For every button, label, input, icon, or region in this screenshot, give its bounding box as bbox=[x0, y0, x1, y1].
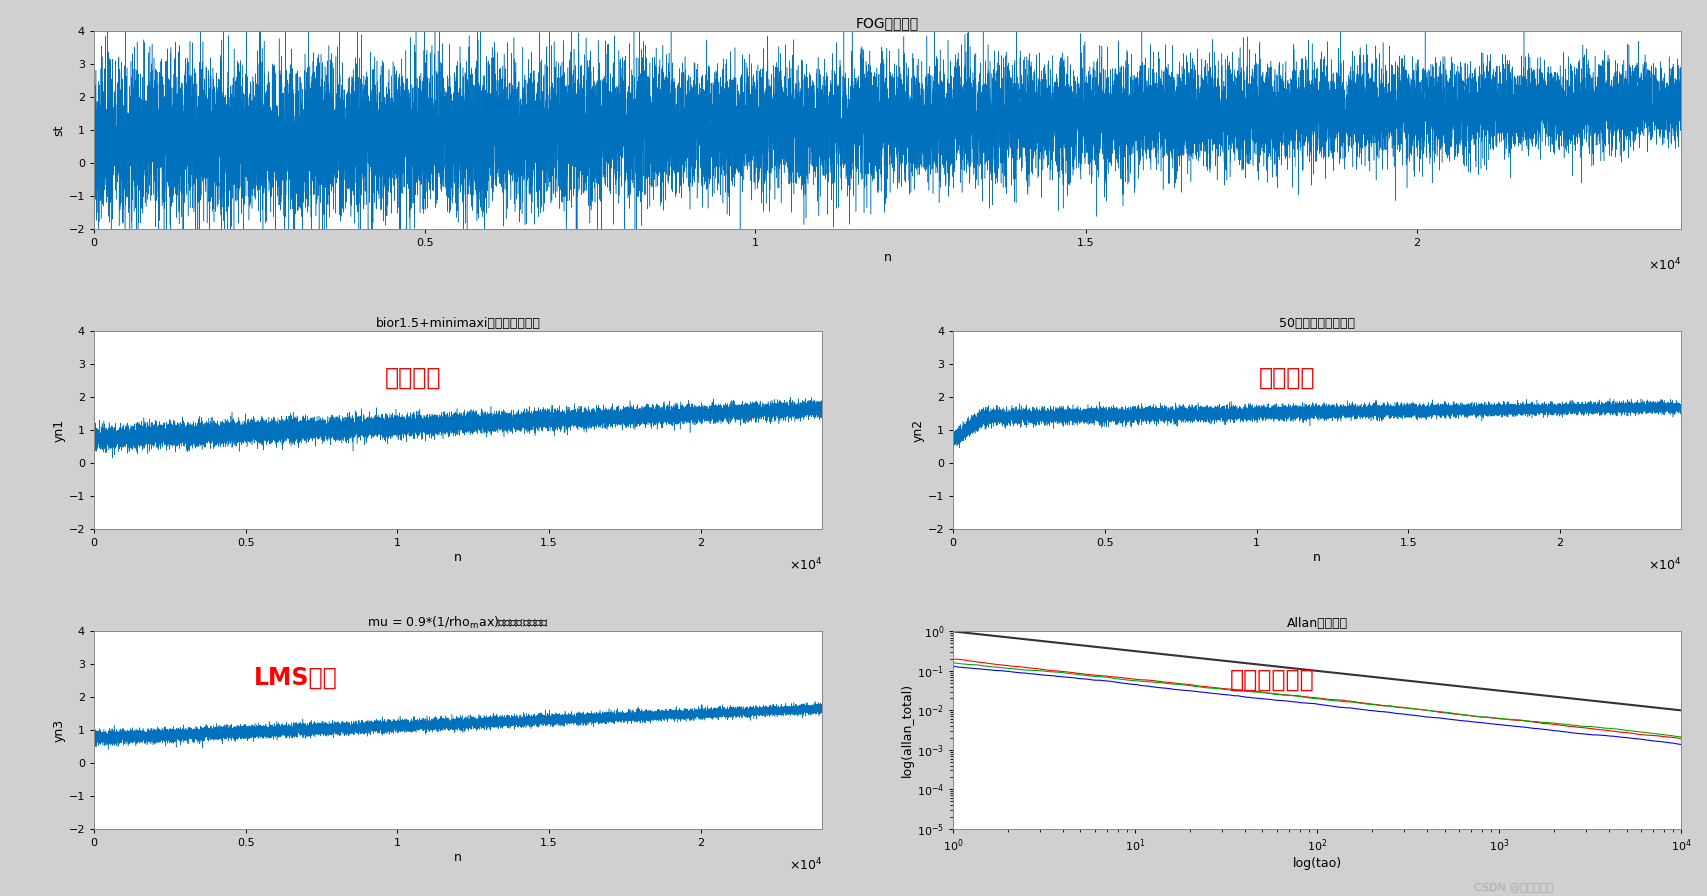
X-axis label: n: n bbox=[1313, 550, 1321, 564]
Text: $\times10^4$: $\times10^4$ bbox=[789, 857, 823, 873]
Text: 三种方法对比: 三种方法对比 bbox=[1231, 668, 1314, 692]
Y-axis label: yn1: yn1 bbox=[53, 418, 65, 442]
Text: $\times10^4$: $\times10^4$ bbox=[1647, 256, 1681, 273]
X-axis label: n: n bbox=[454, 850, 463, 864]
X-axis label: log(tao): log(tao) bbox=[1292, 857, 1342, 870]
Title: Allan方差分析: Allan方差分析 bbox=[1287, 617, 1349, 630]
Text: $\times10^4$: $\times10^4$ bbox=[1647, 556, 1681, 573]
Title: FOG实际输出: FOG实际输出 bbox=[857, 16, 918, 30]
Y-axis label: yn2: yn2 bbox=[912, 418, 925, 442]
Y-axis label: st: st bbox=[53, 125, 65, 135]
Text: CSDN @顶呱呱程序: CSDN @顶呱呱程序 bbox=[1473, 882, 1553, 892]
Text: 均值滤波: 均值滤波 bbox=[1260, 366, 1316, 390]
Text: $\times10^4$: $\times10^4$ bbox=[789, 556, 823, 573]
Y-axis label: log(allan_total): log(allan_total) bbox=[901, 683, 913, 777]
Text: LMS滤波: LMS滤波 bbox=[254, 666, 338, 690]
X-axis label: n: n bbox=[884, 251, 891, 263]
Y-axis label: yn3: yn3 bbox=[53, 719, 65, 742]
Text: 小波滤波: 小波滤波 bbox=[386, 366, 442, 390]
Title: 50点均值滤波后输出: 50点均值滤波后输出 bbox=[1279, 317, 1355, 331]
X-axis label: n: n bbox=[454, 550, 463, 564]
Title: bior1.5+minimaxi小波滤波后输出: bior1.5+minimaxi小波滤波后输出 bbox=[376, 317, 541, 331]
Title: mu = 0.9*(1/rho$_{\rm m}$ax)自适应滤波后输出: mu = 0.9*(1/rho$_{\rm m}$ax)自适应滤波后输出 bbox=[367, 616, 550, 632]
